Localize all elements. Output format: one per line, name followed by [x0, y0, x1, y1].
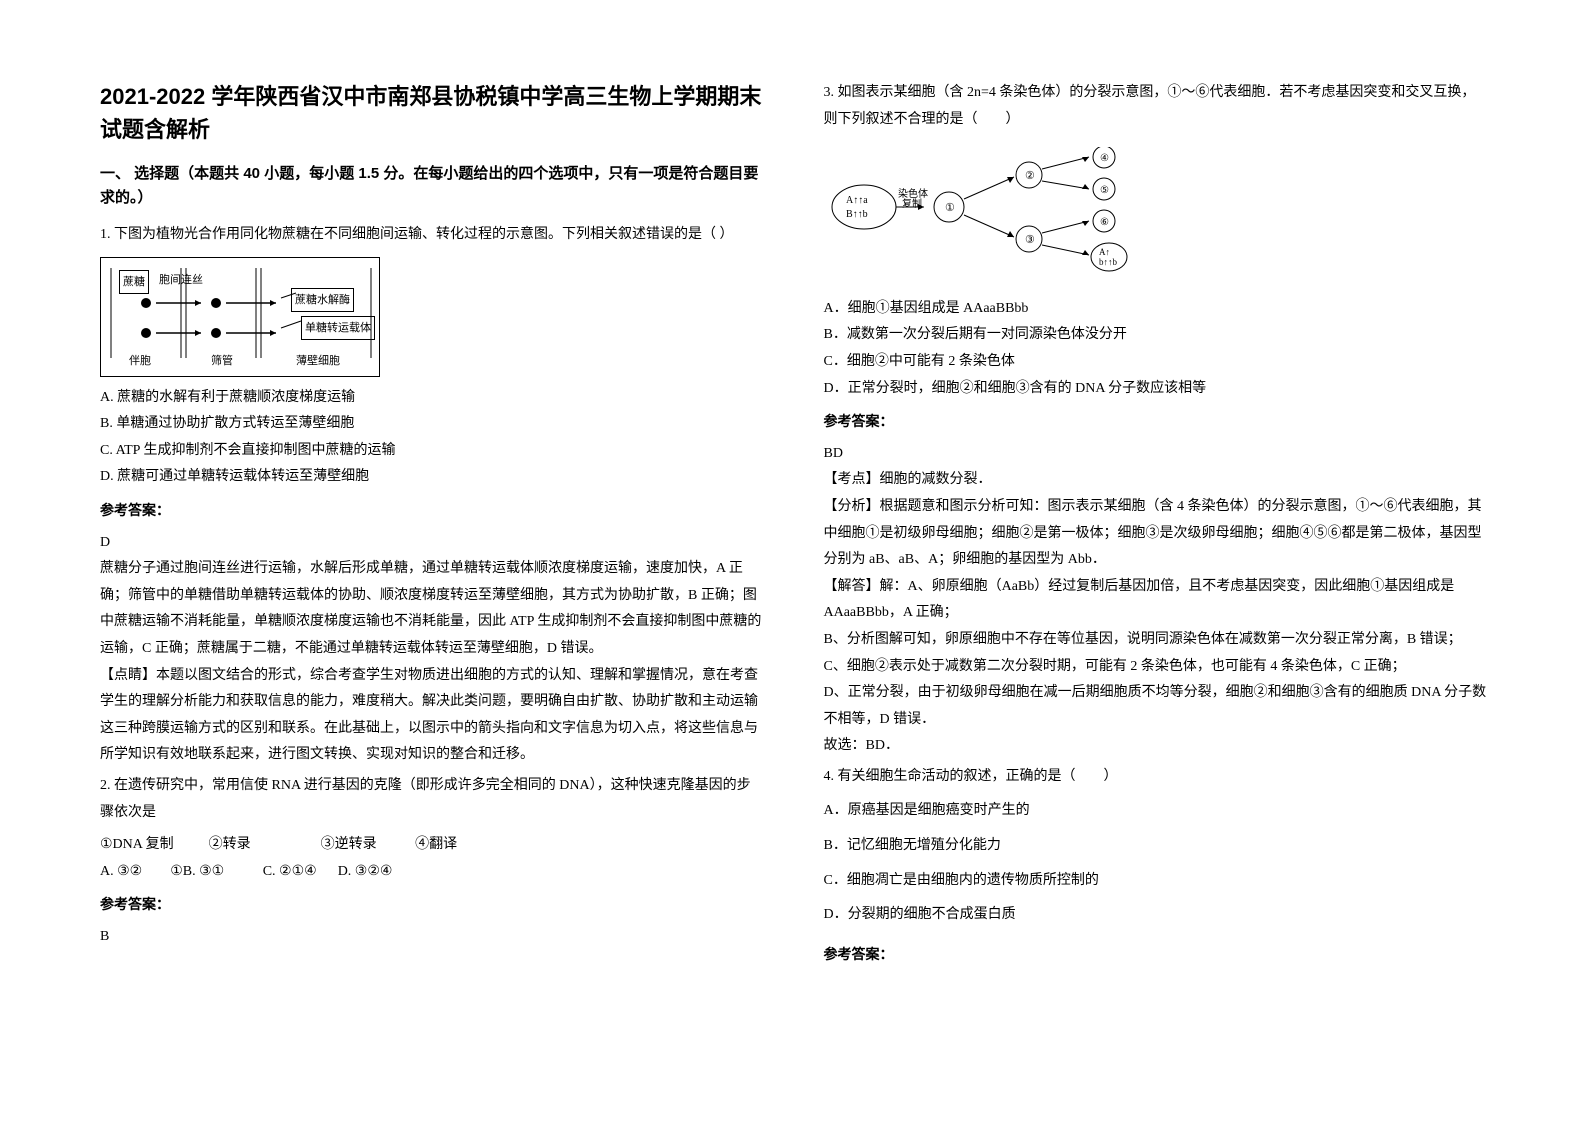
- q3-kaodian: 【考点】细胞的减数分裂．: [824, 467, 1488, 494]
- q3-diag-circ4: ④: [1100, 153, 1109, 164]
- q3-jieda-b: B、分析图解可知，卵原细胞中不存在等位基因，说明同源染色体在减数第一次分裂正常分…: [824, 627, 1488, 654]
- q3-diag-circ2: ②: [1025, 170, 1035, 182]
- q3-jieda-d: D、正常分裂，由于初级卵母细胞在减一后期细胞质不均等分裂，细胞②和细胞③含有的细…: [824, 680, 1488, 733]
- q4-text: 4. 有关细胞生命活动的叙述，正确的是（ ）: [824, 764, 1488, 791]
- question-1: 1. 下图为植物光合作用同化物蔗糖在不同细胞间运输、转化过程的示意图。下列相关叙…: [100, 222, 764, 769]
- q2-text: 2. 在遗传研究中，常用信使 RNA 进行基因的克隆（即形成许多完全相同的 DN…: [100, 773, 764, 826]
- q3-opt-b: B．减数第一次分裂后期有一对同源染色体没分开: [824, 322, 1488, 349]
- q3-jieda-a: 【解答】解：A、卵原细胞（AaBb）经过复制后基因加倍，且不考虑基因突变，因此细…: [824, 574, 1488, 627]
- q3-diag-text-a: A↑↑a: [846, 195, 868, 206]
- q3-diag-circ1: ①: [945, 202, 955, 214]
- q4-opt-b: B．记忆细胞无增殖分化能力: [824, 833, 1488, 860]
- q1-opt-a: A. 蔗糖的水解有利于蔗糖顺浓度梯度运输: [100, 385, 764, 412]
- q1-opt-c: C. ATP 生成抑制剂不会直接抑制图中蔗糖的运输: [100, 438, 764, 465]
- q1-text: 1. 下图为植物光合作用同化物蔗糖在不同细胞间运输、转化过程的示意图。下列相关叙…: [100, 222, 764, 249]
- question-2: 2. 在遗传研究中，常用信使 RNA 进行基因的克隆（即形成许多完全相同的 DN…: [100, 773, 764, 951]
- q2-opts-line: ①DNA 复制 ②转录 ③逆转录 ④翻译: [100, 832, 764, 859]
- q2-answer: B: [100, 924, 764, 951]
- question-4: 4. 有关细胞生命活动的叙述，正确的是（ ） A．原癌基因是细胞癌变时产生的 B…: [824, 764, 1488, 974]
- q1-answer: D: [100, 530, 764, 557]
- q3-diag-text-at: A↑: [1099, 247, 1110, 257]
- q1-opt-b: B. 单糖通过协助扩散方式转运至薄壁细胞: [100, 411, 764, 438]
- q3-opt-d: D．正常分裂时，细胞②和细胞③含有的 DNA 分子数应该相等: [824, 376, 1488, 403]
- q3-fenxi: 【分析】根据题意和图示分析可知：图示表示某细胞（含 4 条染色体）的分裂示意图，…: [824, 494, 1488, 574]
- q3-jieda-c: C、细胞②表示处于减数第二次分裂时期，可能有 2 条染色体，也可能有 4 条染色…: [824, 654, 1488, 681]
- q1-diagram-svg: [101, 258, 379, 358]
- q3-text: 3. 如图表示某细胞（含 2n=4 条染色体）的分裂示意图，①～⑥代表细胞．若不…: [824, 80, 1488, 133]
- left-column: 2021-2022 学年陕西省汉中市南郑县协税镇中学高三生物上学期期末试题含解析…: [100, 80, 764, 1082]
- q1-tip: 【点睛】本题以图文结合的形式，综合考查学生对物质进出细胞的方式的认知、理解和掌握…: [100, 663, 764, 769]
- right-column: 3. 如图表示某细胞（含 2n=4 条染色体）的分裂示意图，①～⑥代表细胞．若不…: [824, 80, 1488, 1082]
- q3-opt-c: C．细胞②中可能有 2 条染色体: [824, 349, 1488, 376]
- q3-answer-label: 参考答案：: [824, 408, 1488, 435]
- q3-diag-text-b: B↑↑b: [846, 209, 868, 220]
- q1-diagram: 蔗糖 胞间连丝 蔗糖水解酶 单糖转运载体 伴胞 筛管 薄壁细胞: [100, 257, 380, 377]
- q4-opt-a: A．原癌基因是细胞癌变时产生的: [824, 798, 1488, 825]
- q3-opt-a: A．细胞①基因组成是 AAaaBBbb: [824, 296, 1488, 323]
- q1-answer-label: 参考答案：: [100, 497, 764, 524]
- q3-diag-circ3: ③: [1025, 234, 1035, 246]
- q1-opt-d: D. 蔗糖可通过单糖转运载体转运至薄壁细胞: [100, 464, 764, 491]
- q3-diag-text-rep2: 复制: [902, 197, 922, 210]
- q3-diag-circ6: ⑥: [1100, 217, 1109, 228]
- page-title: 2021-2022 学年陕西省汉中市南郑县协税镇中学高三生物上学期期末试题含解析: [100, 80, 764, 146]
- q3-diagram: A↑↑a B↑↑b 染色体 复制 ① ② ③ ④ ⑤: [824, 147, 1184, 277]
- q4-answer-label: 参考答案：: [824, 941, 1488, 968]
- q2-opts-abcd: A. ③② ①B. ③① C. ②①④ D. ③②④: [100, 859, 764, 886]
- q1-explanation: 蔗糖分子通过胞间连丝进行运输，水解后形成单糖，通过单糖转运载体顺浓度梯度运输，速…: [100, 556, 764, 662]
- q3-answer: BD: [824, 441, 1488, 468]
- q3-diag-text-bt: b↑↑b: [1099, 257, 1118, 267]
- q2-answer-label: 参考答案：: [100, 891, 764, 918]
- section-header: 一、 选择题（本题共 40 小题，每小题 1.5 分。在每小题给出的四个选项中，…: [100, 162, 764, 210]
- question-3: 3. 如图表示某细胞（含 2n=4 条染色体）的分裂示意图，①～⑥代表细胞．若不…: [824, 80, 1488, 760]
- q3-diag-circ5: ⑤: [1100, 185, 1109, 196]
- q4-opt-d: D．分裂期的细胞不合成蛋白质: [824, 902, 1488, 929]
- q3-guxuan: 故选：BD．: [824, 733, 1488, 760]
- q4-opt-c: C．细胞凋亡是由细胞内的遗传物质所控制的: [824, 868, 1488, 895]
